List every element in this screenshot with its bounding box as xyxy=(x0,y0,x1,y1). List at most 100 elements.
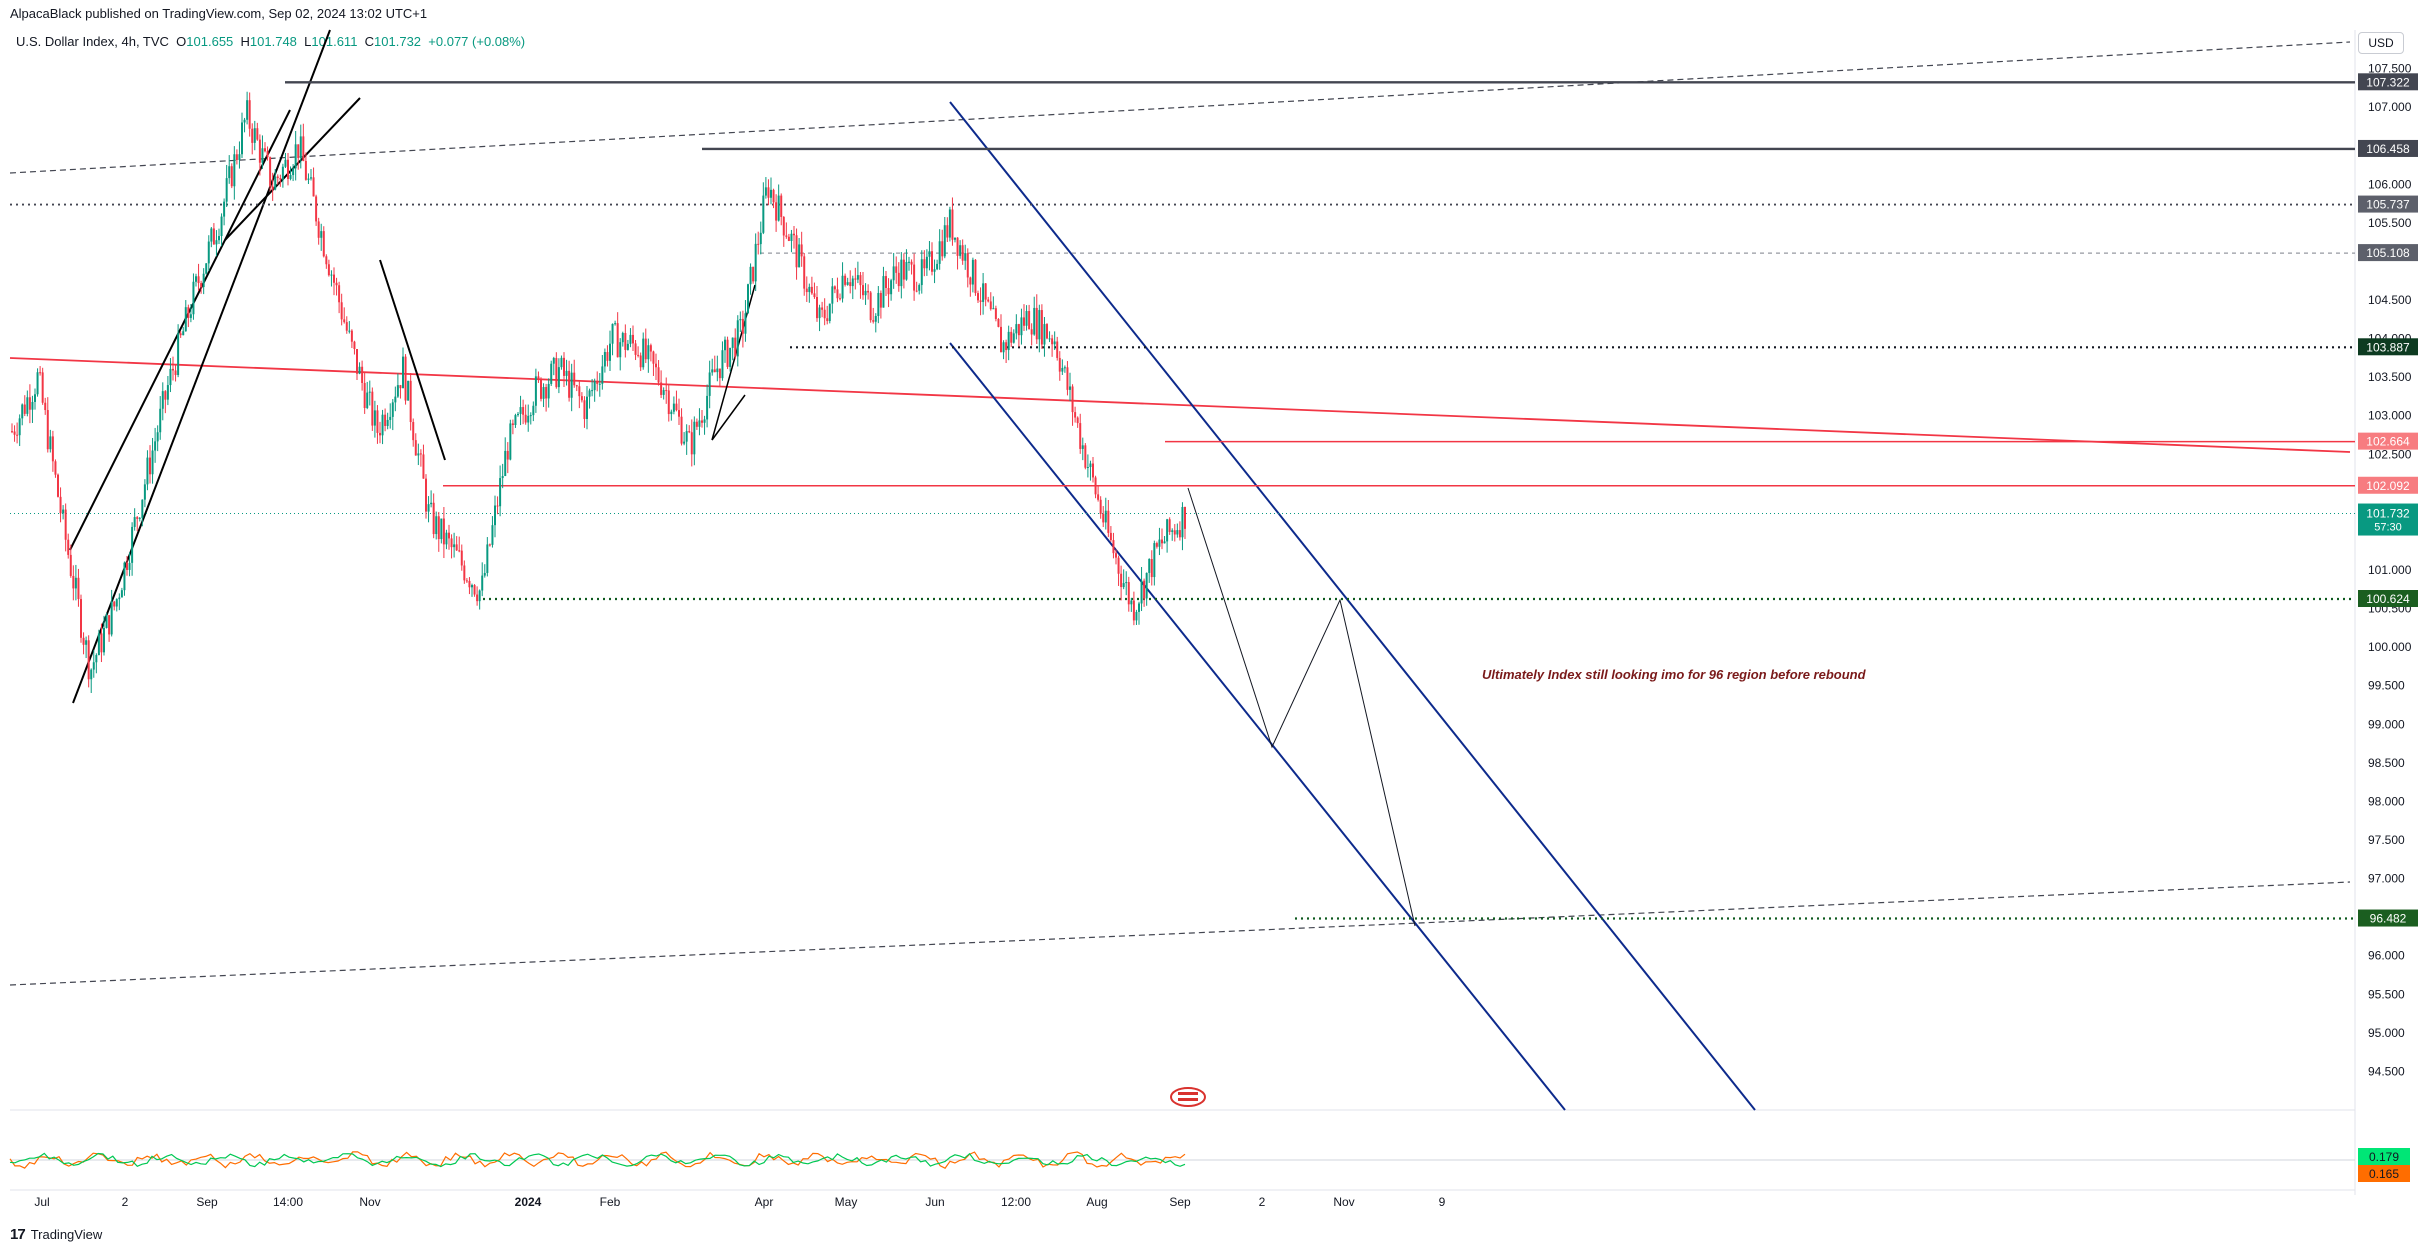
candle-body xyxy=(327,264,330,276)
tradingview-brand[interactable]: TradingView xyxy=(30,1227,103,1242)
oscillator-series xyxy=(9,1151,1186,1169)
currency-button[interactable]: USD xyxy=(2358,32,2404,54)
candle-body xyxy=(1109,532,1112,541)
candle-body xyxy=(621,333,624,343)
candle-body xyxy=(146,457,149,485)
candle-body xyxy=(603,352,606,367)
candle-body xyxy=(1107,510,1110,533)
level-tag: 105.108 xyxy=(2366,246,2410,260)
candle-body xyxy=(228,166,231,179)
candle-body xyxy=(368,391,371,393)
oscillator-tag-2-bg xyxy=(2358,1165,2410,1182)
candle-body xyxy=(624,333,627,350)
candle-body xyxy=(724,339,726,351)
level-tag-bg xyxy=(2358,195,2418,213)
candle-body xyxy=(1143,580,1146,599)
candle-body xyxy=(1079,423,1082,449)
small-wedge-a[interactable] xyxy=(711,394,746,441)
projection-path[interactable] xyxy=(1187,487,1416,927)
level-tag-bg xyxy=(2358,590,2418,608)
red-descending-trendline[interactable] xyxy=(9,357,2351,453)
time-tick: 2 xyxy=(1259,1195,1266,1209)
level-tag-bg xyxy=(2358,338,2418,356)
candle-body xyxy=(1081,445,1084,449)
candle-body xyxy=(1053,341,1056,345)
candle-body xyxy=(563,357,565,376)
candle-body xyxy=(862,285,864,296)
candle-body xyxy=(1038,310,1041,340)
candle-body xyxy=(869,292,872,321)
candle-body xyxy=(34,394,36,402)
candle-body xyxy=(854,278,857,280)
candle-body xyxy=(555,358,558,388)
price-tick: 105.500 xyxy=(2368,216,2412,230)
candle-body xyxy=(251,128,254,143)
candle-body xyxy=(895,266,898,273)
candle-body xyxy=(1063,367,1066,369)
down-channel-upper[interactable] xyxy=(949,101,1756,1111)
candle-body xyxy=(593,381,596,391)
tradingview-logo-icon[interactable]: 17 xyxy=(10,1226,26,1243)
candle-body xyxy=(532,405,535,416)
candle-body xyxy=(491,525,494,545)
candle-body xyxy=(959,245,962,256)
candle-body xyxy=(21,404,24,419)
candle-body xyxy=(220,216,223,237)
candle-body xyxy=(1020,317,1023,336)
candle-body xyxy=(205,263,208,274)
candle-body xyxy=(908,261,910,263)
candle-body xyxy=(460,550,463,566)
candle-body xyxy=(504,450,507,477)
candle-body xyxy=(44,402,47,411)
candle-body xyxy=(606,352,609,361)
chart-annotation[interactable]: Ultimately Index still looking imo for 9… xyxy=(1482,667,1867,682)
candle-body xyxy=(396,385,399,397)
candle-body xyxy=(931,251,933,272)
candle-body xyxy=(18,418,21,436)
oscillator-tag-2: 0.165 xyxy=(2369,1167,2399,1181)
upper-dashed-trendline[interactable] xyxy=(9,41,2351,174)
zigzag-leg[interactable] xyxy=(379,259,446,461)
candle-body xyxy=(156,432,159,442)
candle-body xyxy=(856,275,859,280)
up-channel-upper-a[interactable] xyxy=(69,109,291,551)
candle-body xyxy=(473,585,476,595)
candle-body xyxy=(568,370,571,398)
candle-body xyxy=(483,572,486,576)
price-tick: 103.500 xyxy=(2368,370,2412,384)
candle-body xyxy=(361,366,364,383)
us-flag-icon[interactable] xyxy=(1170,1087,1206,1107)
candle-body xyxy=(1150,559,1153,578)
candle-body xyxy=(936,263,939,270)
up-channel-lower[interactable] xyxy=(72,29,331,704)
candle-body xyxy=(182,331,185,336)
candle-body xyxy=(1168,519,1171,532)
down-channel-lower[interactable] xyxy=(949,342,1566,1111)
candle-body xyxy=(184,307,187,332)
candle-body xyxy=(1132,600,1135,621)
candle-body xyxy=(437,516,440,540)
candle-body xyxy=(744,313,747,334)
candle-body xyxy=(407,380,410,401)
level-tag: 107.322 xyxy=(2366,75,2410,89)
candle-body xyxy=(97,633,100,656)
candle-body xyxy=(977,293,979,301)
publisher-header: AlpacaBlack published on TradingView.com… xyxy=(10,6,428,21)
candle-body xyxy=(552,358,555,364)
candle-body xyxy=(1040,310,1043,345)
candle-body xyxy=(136,517,139,519)
candle-body xyxy=(1089,463,1092,468)
candle-body xyxy=(657,367,660,383)
candle-body xyxy=(887,288,890,295)
lower-dashed-trendline[interactable] xyxy=(9,881,2351,986)
candle-body xyxy=(777,195,780,221)
symbol-name[interactable]: U.S. Dollar Index, 4h, TVC xyxy=(16,34,169,49)
candle-body xyxy=(363,382,366,408)
candle-body xyxy=(632,334,634,344)
candle-body xyxy=(793,233,795,236)
candle-body xyxy=(1158,539,1161,547)
candle-body xyxy=(41,372,44,403)
candle-body xyxy=(177,333,180,376)
candle-body xyxy=(419,453,422,455)
